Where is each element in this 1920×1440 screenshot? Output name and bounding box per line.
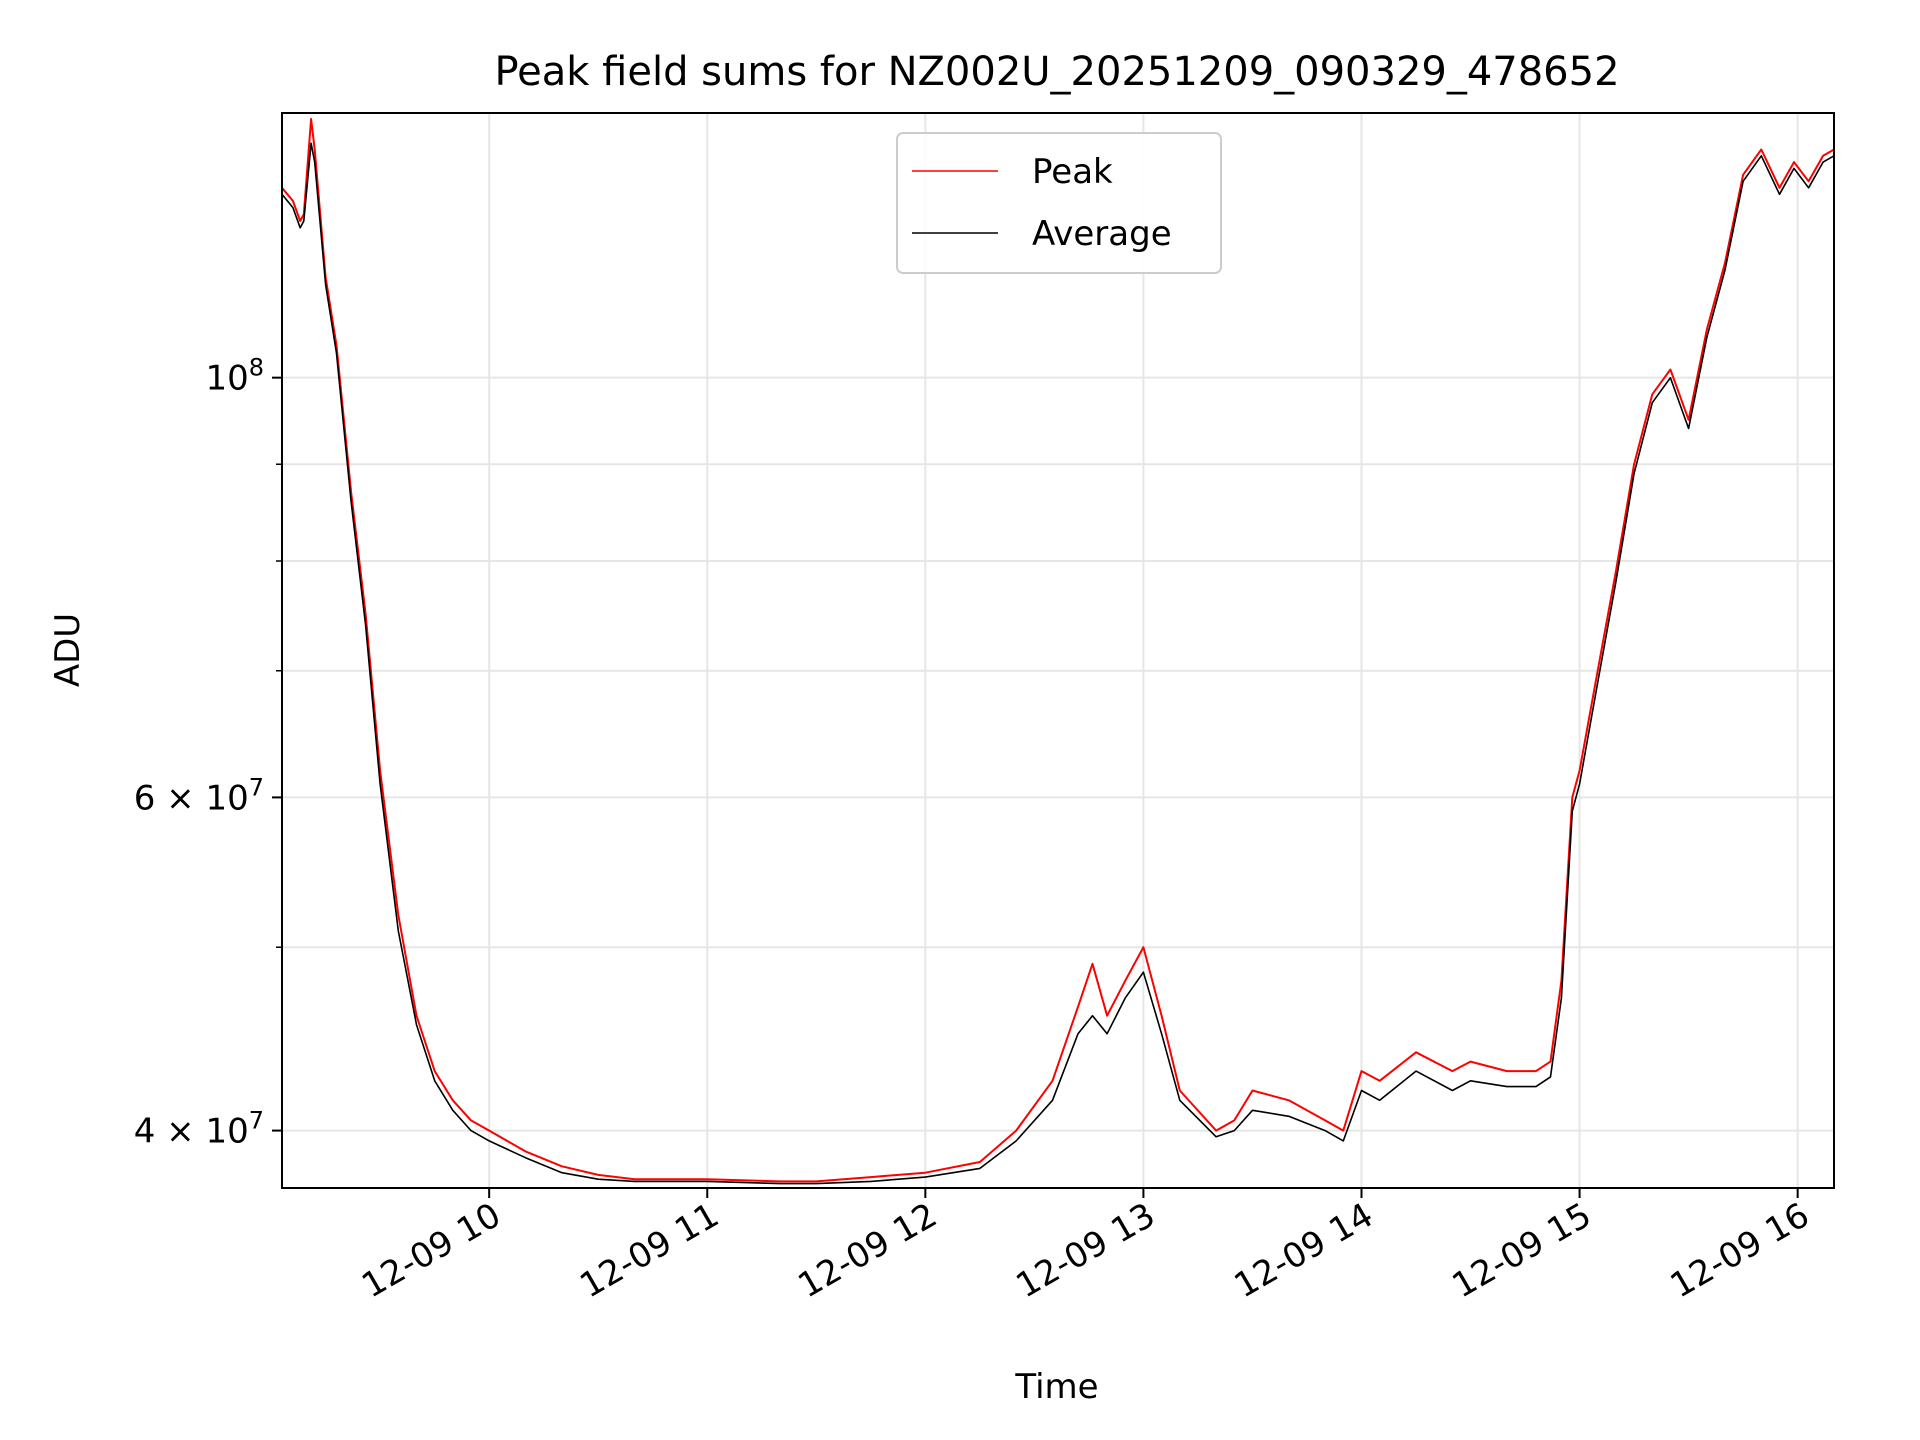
legend-box bbox=[896, 132, 1222, 274]
y-tick-label: 4 × 107 bbox=[134, 1107, 264, 1152]
series-line-average bbox=[281, 142, 1835, 1185]
grid bbox=[282, 113, 1834, 1188]
chart-title: Peak field sums for NZ002U_20251209_0903… bbox=[494, 49, 1619, 95]
legend-label-peak: Peak bbox=[1032, 152, 1113, 192]
plot-series bbox=[281, 118, 1835, 1185]
y-tick-label: 108 bbox=[205, 354, 264, 399]
legend-label-average: Average bbox=[1032, 214, 1172, 254]
x-axis-label: Time bbox=[1014, 1367, 1098, 1407]
plot-frame bbox=[281, 112, 1835, 1189]
y-axis: 4 × 107 6 × 107 108 bbox=[134, 354, 282, 1152]
y-tick-label: 6 × 107 bbox=[134, 773, 264, 818]
legend: Peak Average bbox=[896, 132, 1222, 274]
series-line-peak bbox=[281, 118, 1835, 1183]
y-axis-label: ADU bbox=[48, 613, 88, 687]
